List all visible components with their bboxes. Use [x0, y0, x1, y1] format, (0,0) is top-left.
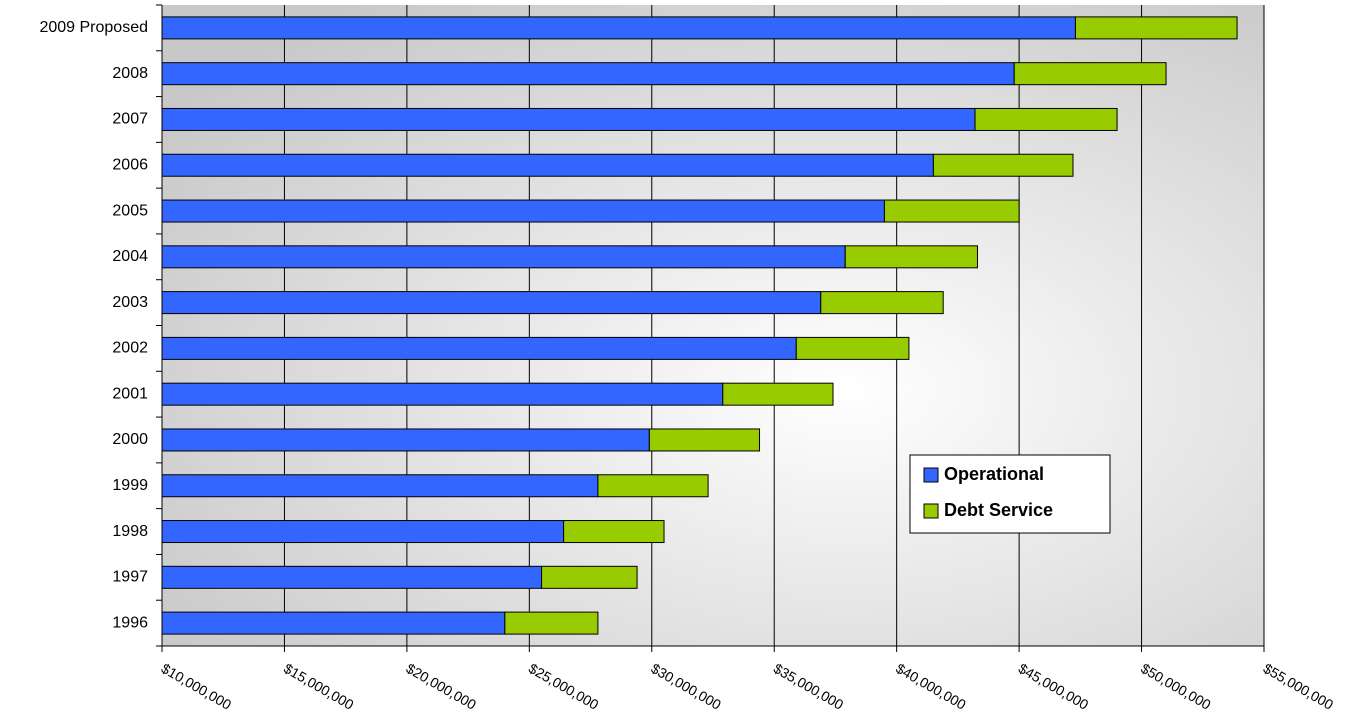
bar-segment [844, 245, 978, 269]
bar-segment [974, 107, 1118, 131]
bar-segment [161, 428, 650, 452]
y-tick-label: 1998 [112, 523, 148, 540]
y-tick-label: 2000 [112, 431, 148, 448]
bar-segment [541, 565, 638, 589]
legend-swatch [923, 467, 939, 483]
y-tick-label: 2004 [112, 248, 148, 265]
bar-segment [504, 611, 599, 635]
y-tick-label: 1996 [112, 614, 148, 631]
bar-segment [161, 62, 1015, 86]
x-tick-label: $25,000,000 [526, 660, 602, 713]
bar-segment [648, 428, 761, 452]
y-tick-label: 1997 [112, 569, 148, 586]
plot-area [162, 5, 1264, 646]
x-tick-label: $35,000,000 [771, 660, 847, 713]
bar-segment [161, 474, 599, 498]
bar-segment [161, 107, 976, 131]
x-tick-label: $50,000,000 [1138, 660, 1214, 713]
x-tick-label: $10,000,000 [159, 660, 235, 713]
bar-segment [161, 382, 724, 406]
x-tick-label: $45,000,000 [1016, 660, 1092, 713]
legend-swatch [923, 503, 939, 519]
y-tick-label: 2005 [112, 202, 148, 219]
x-tick-label: $40,000,000 [893, 660, 969, 713]
y-tick-label: 2006 [112, 156, 148, 173]
y-tick-label: 2002 [112, 340, 148, 357]
bar-segment [161, 565, 543, 589]
bar-segment [161, 291, 822, 315]
legend-label: Operational [944, 464, 1044, 484]
x-tick-label: $30,000,000 [648, 660, 724, 713]
bar-segment [161, 199, 885, 223]
bar-segment [883, 199, 1020, 223]
y-tick-label: 2001 [112, 385, 148, 402]
bar-segment [722, 382, 834, 406]
bar-segment [795, 336, 910, 360]
bar-segment [1074, 16, 1238, 40]
bar-segment [161, 520, 565, 544]
bar-segment [820, 291, 944, 315]
x-tick-label: $55,000,000 [1261, 660, 1337, 713]
bar-segment [1013, 62, 1167, 86]
bar-segment [161, 245, 846, 269]
legend-label: Debt Service [944, 500, 1053, 520]
bar-segment [161, 153, 934, 177]
bar-segment [563, 520, 665, 544]
legend-box [909, 454, 1111, 534]
y-tick-label: 2003 [112, 294, 148, 311]
y-tick-label: 2009 Proposed [39, 19, 148, 36]
y-tick-label: 2008 [112, 65, 148, 82]
y-tick-label: 2007 [112, 111, 148, 128]
bar-segment [161, 16, 1076, 40]
bar-segment [932, 153, 1074, 177]
x-tick-label: $20,000,000 [404, 660, 480, 713]
bar-segment [161, 611, 506, 635]
x-tick-label: $15,000,000 [281, 660, 357, 713]
y-tick-label: 1999 [112, 477, 148, 494]
bar-segment [597, 474, 709, 498]
bar-segment [161, 336, 797, 360]
